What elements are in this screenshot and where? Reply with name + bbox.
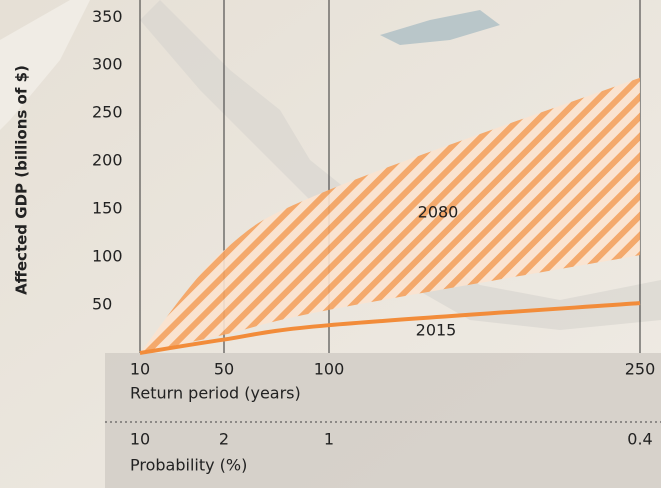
x-tick-label: 100 (314, 360, 345, 379)
x-tick-label: 10 (130, 360, 150, 379)
y-tick-label: 150 (92, 199, 123, 218)
y-axis-title: Affected GDP (billions of $) (13, 65, 31, 295)
y-tick-label: 300 (92, 55, 123, 74)
x2-tick-label: 1 (324, 430, 334, 449)
y-tick-label: 50 (92, 295, 112, 314)
x2-tick-label: 2 (219, 430, 229, 449)
x2-tick-label: 0.4 (627, 430, 652, 449)
y-tick-label: 100 (92, 247, 123, 266)
x2-tick-label: 10 (130, 430, 150, 449)
x-axis-title: Return period (years) (130, 384, 301, 403)
series-label: 2080 (418, 203, 459, 222)
series-label: 2015 (416, 321, 457, 340)
x-tick-label: 250 (625, 360, 656, 379)
y-tick-label: 250 (92, 103, 123, 122)
x2-axis-title: Probability (%) (130, 456, 247, 475)
x-tick-label: 50 (214, 360, 234, 379)
y-tick-label: 350 (92, 7, 123, 26)
chart: Affected GDP (billions of $) Return peri… (0, 0, 661, 488)
y-tick-label: 200 (92, 151, 123, 170)
